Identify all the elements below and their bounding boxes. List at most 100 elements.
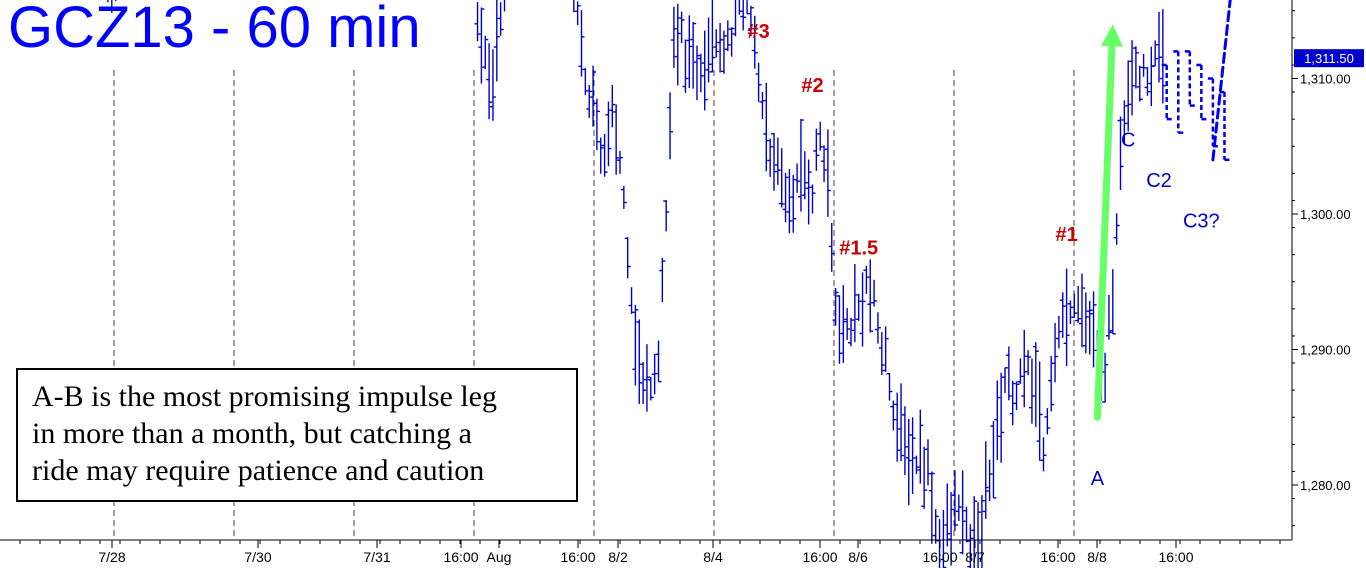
- ohlc-bar: [767, 138, 774, 178]
- time-tick-label: 16:00: [443, 549, 478, 565]
- ohlc-bar: [971, 496, 978, 568]
- wave-label: #1: [1055, 224, 1077, 246]
- ohlc-bar: [755, 62, 762, 102]
- ohlc-bar: [805, 159, 812, 225]
- ohlc-bar: [840, 285, 847, 363]
- ohlc-bar: [994, 380, 1001, 460]
- ohlc-bar: [1152, 40, 1159, 67]
- ohlc-bar: [655, 340, 662, 383]
- price-tick-label: 1,290.00: [1300, 343, 1351, 358]
- ohlc-bar: [1102, 352, 1109, 403]
- ohlc-bar: [909, 417, 916, 495]
- ohlc-bar: [503, 0, 506, 12]
- ohlc-bar: [844, 308, 851, 340]
- ohlc-bar: [1125, 60, 1132, 132]
- ohlc-bar: [778, 148, 785, 208]
- commentary-line: ride may require patience and caution: [32, 454, 485, 487]
- ohlc-bar: [709, 0, 716, 73]
- ohlc-bar: [632, 304, 639, 386]
- time-tick-label: 8/2: [608, 549, 628, 565]
- ohlc-bar: [932, 509, 939, 544]
- ohlc-bar: [928, 471, 935, 544]
- ohlc-bar: [1059, 292, 1066, 338]
- ohlc-bar: [705, 17, 712, 83]
- ohlc-bar: [686, 15, 693, 88]
- ohlc-bar: [747, 5, 754, 37]
- ohlc-bar: [609, 84, 616, 128]
- ohlc-bar: [1067, 300, 1074, 325]
- impulse-arrow-shaft: [1093, 42, 1116, 421]
- projected-bar: [1184, 50, 1195, 107]
- ohlc-bar: [694, 45, 700, 101]
- ohlc-bar: [474, 2, 481, 41]
- price-tick-label: 1,280.00: [1300, 478, 1351, 493]
- ohlc-bar: [613, 104, 620, 175]
- ohlc-bar: [998, 372, 1005, 463]
- ohlc-bar: [836, 295, 843, 364]
- ohlc-bar: [1105, 294, 1112, 340]
- commentary-line: in more than a month, but catching a: [32, 417, 472, 450]
- ohlc-bar: [1009, 380, 1016, 426]
- ohlc-bar: [1040, 437, 1047, 472]
- last-price-flag: [1294, 49, 1364, 68]
- time-tick-label: 16:00: [802, 549, 837, 565]
- time-tick-label: 7/31: [363, 549, 390, 565]
- ohlc-bar: [1117, 116, 1124, 191]
- ohlc-bar: [905, 418, 912, 506]
- ohlc-bar: [817, 121, 824, 151]
- time-tick-label: 16:00: [922, 549, 957, 565]
- ohlc-bar: [1159, 9, 1166, 104]
- ohlc-bar: [1032, 342, 1039, 427]
- ohlc-bar: [848, 317, 854, 347]
- ohlc-bar: [1063, 268, 1070, 367]
- ohlc-bar: [894, 392, 901, 462]
- ohlc-bar: [1075, 285, 1082, 323]
- commentary-line: A-B is the most promising impulse leg: [32, 380, 497, 413]
- ohlc-bar: [1017, 358, 1024, 384]
- ohlc-bar: [871, 279, 878, 307]
- ohlc-bar: [1109, 269, 1116, 335]
- wave-label: A: [1091, 468, 1105, 490]
- ohlc-bar: [663, 200, 670, 232]
- projected-bar: [1161, 63, 1172, 121]
- ohlc-bars: [107, 0, 1166, 568]
- time-tick-label: 16:00: [560, 549, 595, 565]
- ohlc-bar: [667, 92, 674, 160]
- wave-label: B: [1110, 0, 1123, 2]
- price-axis-bg: [1292, 0, 1366, 568]
- ohlc-bar: [771, 132, 777, 191]
- ohlc-bar: [1148, 46, 1155, 107]
- ohlc-bar: [986, 459, 993, 502]
- time-tick-label: 8/8: [1087, 549, 1107, 565]
- ohlc-bar: [890, 400, 897, 431]
- ohlc-bar: [1140, 53, 1147, 77]
- ohlc-bar: [1136, 65, 1143, 102]
- ohlc-bar: [824, 129, 831, 217]
- ohlc-bar: [1132, 46, 1139, 89]
- time-tick-label: 16:00: [1040, 549, 1075, 565]
- wave-label: #2: [801, 75, 823, 97]
- ohlc-bar: [605, 101, 612, 167]
- wave-label: #1.5: [839, 238, 878, 260]
- ohlc-bar: [720, 30, 727, 74]
- ohlc-bar: [659, 257, 666, 302]
- ohlc-bar: [990, 421, 997, 499]
- ohlc-bar: [1048, 355, 1055, 412]
- ohlc-bar: [724, 20, 731, 52]
- time-tick-label: 8/7: [965, 549, 985, 565]
- ohlc-bar: [1121, 100, 1128, 144]
- ohlc-bar: [617, 150, 623, 174]
- ohlc-bar: [832, 288, 839, 326]
- ohlc-bar: [1021, 329, 1028, 408]
- ohlc-bar: [921, 446, 928, 509]
- ohlc-bar: [682, 39, 689, 93]
- ohlc-bar: [1052, 322, 1059, 383]
- ohlc-bar: [738, 0, 743, 15]
- ohlc-bar: [944, 483, 951, 547]
- ohlc-bar: [867, 259, 874, 333]
- ohlc-bar: [478, 7, 485, 84]
- ohlc-bar: [863, 265, 870, 294]
- ohlc-bar: [620, 186, 627, 209]
